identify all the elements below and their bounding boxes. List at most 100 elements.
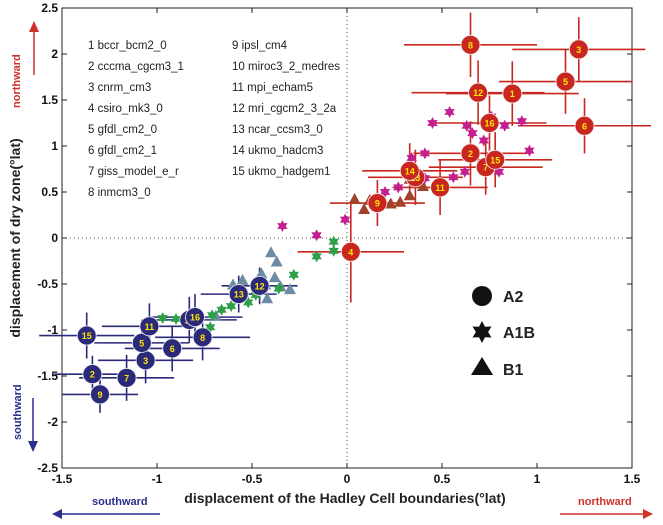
legend-star-marker	[472, 321, 492, 343]
model-list-item: 12 mri_cgcm2_3_2a	[232, 103, 337, 115]
model-list: 1 bccr_bcm2_0 2 cccma_cgcm3_1 3 cnrm_cm3 4 …	[88, 40, 340, 199]
data-point-star	[250, 289, 261, 301]
y-tick-label: 0.5	[41, 185, 58, 199]
data-point-star	[467, 127, 478, 140]
x-tick-label: 0.5	[434, 472, 451, 486]
data-point-circle	[485, 149, 506, 170]
data-point-circle	[502, 83, 523, 104]
data-point-star	[459, 165, 470, 178]
data-point-star	[225, 300, 237, 313]
data-point-star	[216, 303, 227, 316]
y-axis-ticks: 2.5 2 1.5 1 0.5 0 -0.5 -1 -1.5 -2 -2.5	[37, 1, 632, 475]
data-point-circle	[131, 332, 152, 353]
model-list-item: 13 ncar_ccsm3_0	[232, 124, 323, 136]
x-tick-label: -1	[152, 472, 163, 486]
model-list-item: 3 cnrm_cm3	[88, 82, 151, 94]
data-point-triangle	[270, 255, 283, 267]
model-list-item: 2 cccma_cgcm3_1	[88, 61, 184, 73]
model-list-item: 14 ukmo_hadcm3	[232, 145, 323, 157]
data-point-star	[170, 313, 182, 325]
legend-A1B: A1B	[503, 325, 535, 342]
data-point-label: 9	[97, 390, 102, 400]
data-point-circle	[192, 327, 213, 348]
y-tick-label: 1.5	[41, 93, 58, 107]
data-point-star	[393, 181, 404, 194]
y-tick-label: 0	[51, 231, 58, 245]
data-point-circle	[460, 34, 481, 55]
data-point-circle	[568, 39, 589, 60]
data-point-label: 12	[473, 88, 483, 98]
northward-arrow-x-head	[643, 509, 653, 519]
data-point-label: 7	[483, 163, 488, 173]
y-tick-label: -1.5	[37, 369, 58, 383]
data-point-star	[427, 117, 438, 129]
y-tick-label: -0.5	[37, 277, 58, 291]
data-point-circle	[139, 316, 160, 337]
data-point-circle	[162, 338, 183, 359]
data-point-circle	[340, 241, 361, 262]
data-point-label: 12	[255, 281, 265, 291]
data-point-label: 13	[234, 290, 244, 300]
data-point-star	[379, 186, 391, 198]
legend-A2: A2	[503, 289, 524, 306]
x-tick-label: -1.5	[52, 472, 73, 486]
data-point-star	[493, 165, 505, 178]
data-point-circle	[82, 364, 103, 385]
data-point-star	[328, 235, 339, 248]
southward-arrow-x: southward	[52, 496, 160, 519]
data-point-triangle	[348, 192, 361, 204]
x-axis-label: displacement of the Hadley Cell boundari…	[184, 490, 505, 506]
data-point-label: 11	[145, 322, 155, 332]
data-point-star	[419, 147, 431, 160]
data-point-label: 4	[348, 247, 353, 257]
data-point-label: 11	[435, 183, 445, 193]
model-list-item: 6 gfdl_cm2_1	[88, 145, 157, 157]
data-point-label: 14	[405, 166, 415, 176]
data-point-label: 3	[576, 45, 581, 55]
data-point-triangle	[417, 180, 429, 192]
data-point-label: 3	[143, 356, 148, 366]
southward-arrow-y: southward	[12, 384, 38, 452]
model-list-item: 9 ipsl_cm4	[232, 40, 288, 52]
model-list-item: 4 csiro_mk3_0	[88, 103, 163, 115]
y-tick-label: -2	[47, 415, 58, 429]
data-point-triangle	[403, 189, 416, 201]
data-point-label: 15	[490, 155, 500, 165]
data-point-circle	[116, 367, 137, 388]
data-point-circle	[367, 193, 388, 213]
northward-y-label: northward	[11, 54, 23, 108]
model-list-item: 5 gfdl_cm2_0	[88, 124, 157, 136]
data-point-star	[478, 134, 489, 147]
southward-y-label: southward	[12, 384, 24, 440]
data-point-label: 6	[582, 121, 587, 131]
data-point-triangle	[261, 292, 274, 304]
southward-arrow-x-head	[52, 509, 62, 519]
model-list-item: 11 mpi_echam5	[232, 82, 313, 94]
data-point-label: 2	[90, 370, 95, 380]
data-point-star	[516, 115, 527, 128]
northward-x-label: northward	[578, 496, 632, 508]
data-point-star	[277, 220, 288, 232]
data-point-label: 7	[124, 373, 129, 383]
data-point-star	[406, 152, 417, 164]
data-point-label: 1	[510, 89, 515, 99]
data-point-triangle	[384, 197, 397, 209]
scenario-legend: A2 A1B B1	[471, 286, 535, 379]
data-point-label: 9	[375, 199, 380, 209]
y-tick-label: 1	[51, 139, 58, 153]
data-point-label: 16	[484, 119, 494, 129]
y-tick-label: 2	[51, 47, 58, 61]
data-point-star	[524, 144, 535, 157]
data-point-triangle	[255, 267, 268, 279]
data-point-triangle	[284, 283, 296, 295]
y-tick-label: 2.5	[41, 1, 58, 15]
x-tick-label: -0.5	[242, 472, 263, 486]
y-axis-label: displacement of dry zone(°lat)	[7, 138, 23, 337]
legend-circle-marker	[472, 286, 492, 306]
legend-B1: B1	[503, 362, 524, 379]
data-point-star	[273, 282, 284, 295]
legend-triangle-marker	[471, 357, 493, 375]
y-tick-label: -1	[47, 323, 58, 337]
data-point-label: 5	[139, 338, 144, 348]
